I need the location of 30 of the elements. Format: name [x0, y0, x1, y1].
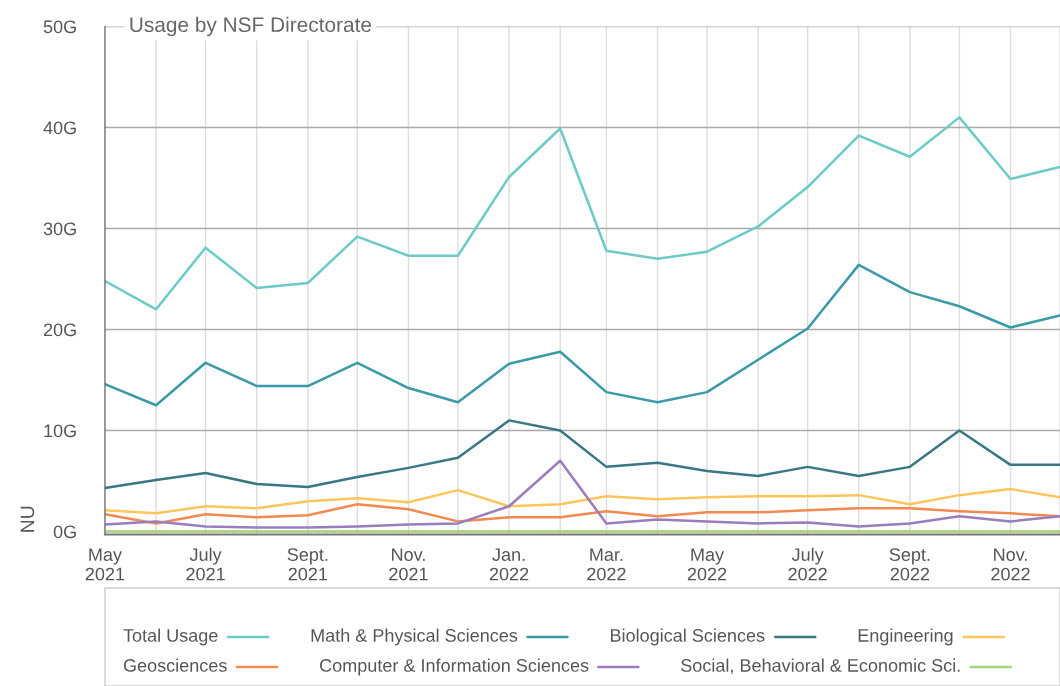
line-series [104, 263, 1060, 407]
legend-label: Geosciences [123, 658, 227, 672]
line-series [104, 116, 1060, 311]
x-tick-label: Nov. 2022 [991, 548, 1030, 581]
legend-label: Social, Behavioral & Economic Sci. [681, 658, 960, 674]
line-series [104, 487, 1060, 515]
y-tick-label: 20G [43, 323, 76, 337]
legend-label: Total Usage [123, 628, 218, 646]
legend-label: Biological Sciences [610, 628, 765, 646]
legend-label: Math & Physical Sciences [311, 628, 518, 646]
x-tick-label: July 2021 [186, 547, 225, 581]
legend-label: Computer & Information Sciences [320, 658, 589, 676]
x-tick-label: Sept. 2022 [889, 548, 930, 581]
y-tick-label: 0G [53, 525, 76, 539]
line-series [104, 459, 1060, 529]
x-tick-label: May 2021 [85, 548, 125, 581]
y-tick-label: 40G [43, 121, 76, 135]
x-tick-label: July 2022 [788, 547, 827, 581]
x-tick-label: Nov. 2021 [389, 548, 428, 581]
y-tick-label: 30G [43, 222, 76, 236]
y-axis-title: NU [20, 506, 35, 532]
line-series [104, 419, 1060, 490]
x-tick-label: Mar. 2022 [587, 548, 626, 581]
chart-title: Usage by NSF Directorate [130, 16, 372, 37]
x-tick-label: Jan. 2022 [489, 548, 529, 581]
y-tick-label: 10G [44, 424, 76, 438]
y-tick-label: 50G [43, 20, 76, 34]
x-tick-label: Sept. 2021 [287, 548, 328, 581]
x-tick-label: May 2022 [687, 548, 727, 581]
legend-label: Engineering [858, 628, 953, 646]
